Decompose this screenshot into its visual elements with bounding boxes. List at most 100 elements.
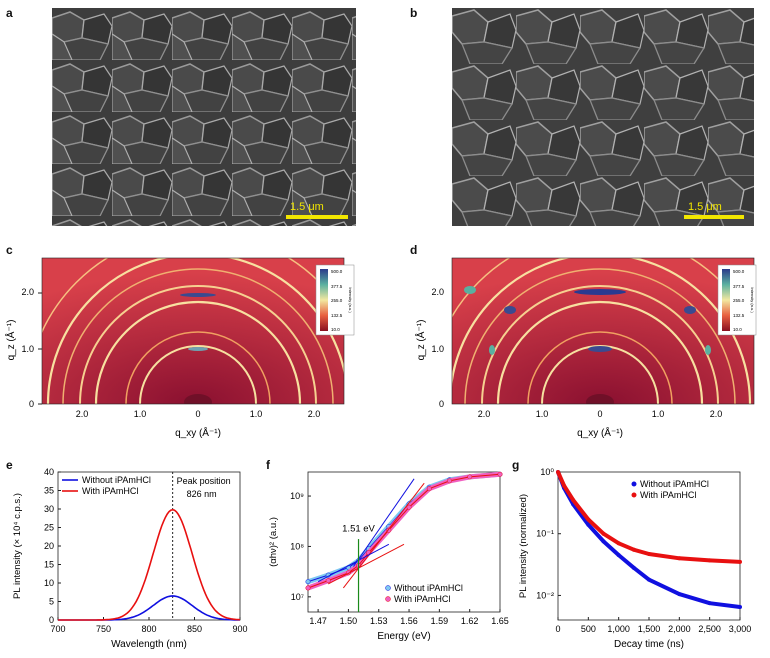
c-xtick-a: 2.0 <box>76 409 89 419</box>
panel-letter-c: c <box>6 243 13 257</box>
panel-letter-f: f <box>266 458 270 472</box>
c-xtick-d: 1.0 <box>250 409 263 419</box>
f-point-1-6 <box>406 504 412 510</box>
d-xtick-e: 2.0 <box>710 409 723 419</box>
g-point-1-3 <box>586 517 591 522</box>
e-xtick-label-1: 750 <box>96 624 111 634</box>
e-annot-peak-position: Peak position <box>177 476 231 486</box>
d-xtick-a: 2.0 <box>478 409 491 419</box>
svg-text:377.5: 377.5 <box>733 284 745 289</box>
e-ytick-label-2: 10 <box>44 578 54 588</box>
g-point-1-6 <box>631 547 636 552</box>
g-point-1-9 <box>707 558 712 563</box>
d-ytick-0: 0 <box>439 399 444 409</box>
e-ylabel: PL intensity (× 10⁴ c.p.s.) <box>12 493 23 599</box>
g-point-1-4 <box>601 531 606 536</box>
svg-text:255.0: 255.0 <box>733 298 745 303</box>
g-point-0-3 <box>586 522 591 527</box>
g-ylabel: PL intensity (normalized) <box>518 494 529 598</box>
c-colorbar: 500.0 377.5 255.0 132.5 10.0 Intensity (… <box>315 264 355 336</box>
c-ytick-2: 2.0 <box>21 287 34 297</box>
e-legend-label-1: With iPAmHCl <box>82 486 138 496</box>
d-xtick-d: 1.0 <box>652 409 665 419</box>
f-legend-label-0: Without iPAmHCl <box>394 583 463 593</box>
giwaxs-map-c: 2.0 1.0 0 2.0 1.0 0 1.0 2.0 q_xy (Å⁻¹) q… <box>4 257 355 439</box>
g-xtick-label-0: 0 <box>555 624 560 634</box>
f-series-without <box>307 473 501 583</box>
f-xtick-label-1: 1.50 <box>340 616 358 626</box>
d-colorbar: 500.0 377.5 255.0 132.5 10.0 Intensity (… <box>717 264 757 336</box>
f-fit-base-with <box>327 543 405 585</box>
e-xtick-label-3: 850 <box>187 624 202 634</box>
c-ytick-0: 0 <box>29 399 34 409</box>
g-ytick-label-2: 10⁰ <box>540 467 554 477</box>
g-xlabel: Decay time (ns) <box>614 639 684 650</box>
d-xtick-b: 1.0 <box>536 409 549 419</box>
f-annot-bandgap: 1.51 eV <box>342 523 375 534</box>
f-legend-label-1: With iPAmHCl <box>394 594 450 604</box>
svg-text:500.0: 500.0 <box>733 269 745 274</box>
scale-bar-label-b: 1.5 μm <box>688 201 722 213</box>
panel-letter-d: d <box>410 243 418 257</box>
f-ytick-label-2: 10⁹ <box>290 491 304 501</box>
g-xtick-label-2: 1,000 <box>607 624 630 634</box>
g-point-1-5 <box>616 541 621 546</box>
e-series-with <box>58 508 241 621</box>
e-ytick-label-1: 5 <box>49 597 54 607</box>
f-xtick-label-2: 1.53 <box>370 616 388 626</box>
svg-text:132.5: 132.5 <box>733 313 745 318</box>
f-fit-steep-with <box>342 482 425 589</box>
f-xtick-label-3: 1.56 <box>400 616 418 626</box>
g-point-0-8 <box>677 592 682 597</box>
f-xtick-label-4: 1.59 <box>431 616 449 626</box>
f-point-1-9 <box>467 474 473 480</box>
g-xtick-label-4: 2,000 <box>668 624 691 634</box>
f-point-1-8 <box>447 478 452 484</box>
svg-text:377.5: 377.5 <box>331 284 343 289</box>
e-annot-peak-value: 826 nm <box>187 489 217 499</box>
g-xtick-label-3: 1,500 <box>638 624 661 634</box>
f-legend-swatch-1 <box>385 596 391 602</box>
g-point-0-7 <box>647 577 651 582</box>
d-ytick-2: 2.0 <box>431 287 444 297</box>
f-ytick-label-1: 10⁸ <box>290 541 304 551</box>
f-xtick-label-6: 1.65 <box>491 616 509 626</box>
g-point-1-8 <box>677 556 682 561</box>
g-legend-swatch-1 <box>631 492 637 498</box>
panel-letter-b: b <box>410 6 418 20</box>
f-ytick-label-0: 10⁷ <box>291 592 304 602</box>
g-point-1-2 <box>571 498 576 503</box>
chart-g: 0 500 1,000 1,500 2,000 2,500 3,000 10⁻² 10⁻¹ 10⁰… <box>518 467 751 650</box>
g-point-1-7 <box>647 551 651 556</box>
f-point-1-1 <box>325 578 331 584</box>
g-point-1-1 <box>562 483 567 488</box>
panel-letter-e: e <box>6 458 13 472</box>
g-xtick-label-5: 2,500 <box>698 624 721 634</box>
e-xtick-label-0: 700 <box>50 624 65 634</box>
f-point-1-0 <box>305 585 311 591</box>
f-point-0-0 <box>305 579 311 585</box>
e-ytick-label-8: 40 <box>44 467 54 477</box>
svg-text:10.0: 10.0 <box>733 327 742 332</box>
d-ytick-1: 1.0 <box>431 344 444 354</box>
sem-image-b: 1.5 μm <box>452 8 754 226</box>
c-xtick-e: 2.0 <box>308 409 321 419</box>
giwaxs-map-d: 2.0 1.0 0 2.0 1.0 0 1.0 2.0 q_xy (Å⁻¹) q… <box>414 257 757 439</box>
e-ytick-label-5: 25 <box>44 523 54 533</box>
g-legend-label-0: Without iPAmHCl <box>640 479 709 489</box>
e-ytick-label-7: 35 <box>44 486 54 496</box>
f-xtick-label-5: 1.62 <box>461 616 479 626</box>
f-point-1-5 <box>386 527 392 533</box>
e-ytick-label-0: 0 <box>49 615 54 625</box>
e-ytick-label-3: 15 <box>44 560 54 570</box>
f-ylabel: (αhν)² (a.u.) <box>268 517 279 567</box>
e-xlabel: Wavelength (nm) <box>111 639 187 650</box>
e-xtick-label-4: 900 <box>232 624 247 634</box>
svg-text:Intensity (a.u.): Intensity (a.u.) <box>750 287 755 313</box>
c-ylabel: q_z (Å⁻¹) <box>4 320 17 361</box>
e-ytick-label-4: 20 <box>44 541 54 551</box>
f-plot-frame <box>307 471 501 613</box>
c-ytick-1: 1.0 <box>21 344 34 354</box>
e-legend-label-0: Without iPAmHCl <box>82 475 151 485</box>
g-point-0-4 <box>601 539 606 544</box>
